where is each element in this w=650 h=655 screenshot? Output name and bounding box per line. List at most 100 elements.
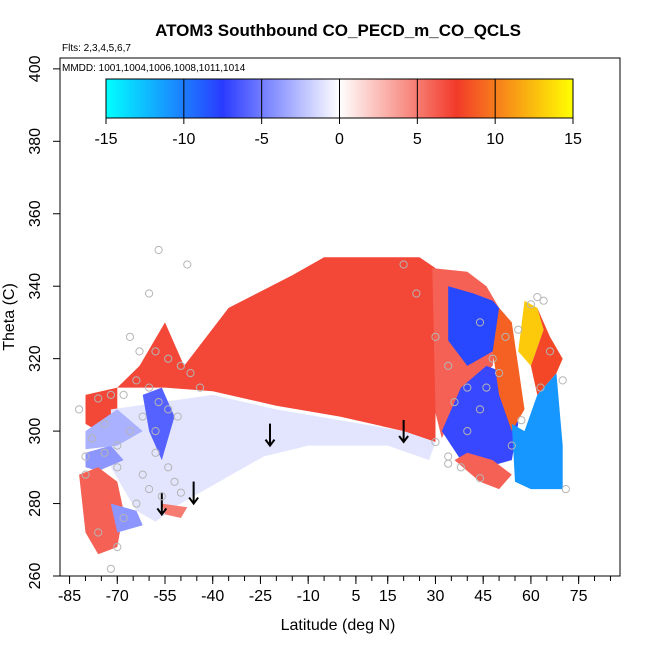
sample-point <box>81 452 90 461</box>
colorbar: -15 -10 -5 0 5 10 15 <box>94 78 582 148</box>
x-tick-label: -55 <box>153 588 176 605</box>
x-tick-label: -10 <box>297 588 320 605</box>
sample-point <box>151 347 160 356</box>
x-tick-label: -85 <box>58 588 81 605</box>
field-region-southern-surface-red-2 <box>161 503 188 518</box>
field-region-southern-blue-tongue <box>85 409 143 450</box>
sample-point <box>87 434 96 443</box>
sample-point <box>132 499 141 508</box>
sample-point <box>444 452 453 461</box>
sample-point <box>100 419 109 428</box>
y-tick-label: 400 <box>27 55 44 82</box>
sample-point <box>517 416 526 425</box>
y-tick-label: 360 <box>27 200 44 227</box>
sample-point <box>526 300 536 309</box>
colorbar-tick-label: 0 <box>335 131 344 148</box>
field-region-nh-yellow-core <box>518 300 544 366</box>
dates-note: MMDD: 1001,1004,1006,1008,1011,1014 <box>62 63 246 74</box>
sample-point <box>154 398 163 407</box>
colorbar-tick-label: -15 <box>94 131 117 148</box>
colorbar-tick-label: -5 <box>255 131 269 148</box>
sample-point <box>533 293 542 302</box>
sample-point <box>154 245 163 255</box>
field-region-southern-polar-blue <box>85 445 124 471</box>
sample-point <box>173 412 182 421</box>
y-axis: 260 280 300 320 340 360 380 400 <box>27 55 60 589</box>
sample-point <box>444 459 453 468</box>
x-axis-label: Latitude (deg N) <box>281 617 396 634</box>
sample-point <box>125 332 135 341</box>
x-tick-label: 5 <box>351 588 360 605</box>
sample-point <box>463 427 472 436</box>
sample-point <box>558 376 567 385</box>
sample-point <box>135 347 144 356</box>
sample-point <box>561 485 571 494</box>
sample-point <box>539 296 548 305</box>
sample-point <box>106 564 116 573</box>
sample-point <box>94 394 103 403</box>
sample-point <box>138 412 147 421</box>
x-tick-label: -70 <box>106 588 129 605</box>
sample-point <box>75 405 84 414</box>
sample-points <box>75 245 571 573</box>
sample-point <box>475 405 485 414</box>
colorbar-tick-label: 10 <box>486 131 504 148</box>
y-tick-label: 380 <box>27 128 44 155</box>
sample-point <box>113 463 122 472</box>
x-tick-label: 45 <box>474 588 492 605</box>
x-tick-label: 75 <box>570 588 588 605</box>
sample-point <box>170 477 179 486</box>
colorbar-tick-label: 15 <box>564 131 582 148</box>
sample-point <box>151 427 160 436</box>
sample-point <box>444 361 453 370</box>
sample-point <box>132 376 141 385</box>
sample-point <box>186 369 195 378</box>
sample-point <box>536 383 545 392</box>
sample-point <box>113 542 122 552</box>
sample-point <box>145 383 154 392</box>
x-axis: -85 -70 -55 -40 -25 -10 5 15 30 45 60 75 <box>58 576 611 605</box>
sample-point <box>431 332 440 341</box>
sample-point <box>431 437 440 447</box>
sample-point <box>195 383 205 392</box>
y-axis-label: Theta (C) <box>1 283 18 351</box>
x-tick-label: -25 <box>249 588 272 605</box>
x-tick-label: 30 <box>427 588 445 605</box>
field-region-lower-tropospheric-layer <box>110 394 436 522</box>
flight-arrow <box>156 492 168 517</box>
field-region-southern-surface-red <box>79 467 124 555</box>
flight-arrows <box>156 419 409 517</box>
x-tick-label: -40 <box>201 588 224 605</box>
sample-point <box>399 260 408 269</box>
y-tick-label: 320 <box>27 345 44 372</box>
field-region-upper-tropospheric-band <box>117 257 436 442</box>
sample-point <box>151 448 160 457</box>
sample-point <box>100 448 109 457</box>
y-tick-label: 280 <box>27 490 44 517</box>
sample-point <box>475 474 485 483</box>
sample-point <box>119 513 128 523</box>
flight-arrow <box>264 423 276 448</box>
sample-point <box>138 470 147 479</box>
sample-point <box>176 488 185 497</box>
x-tick-label: 15 <box>379 588 397 605</box>
y-tick-label: 340 <box>27 273 44 300</box>
sample-point <box>81 470 90 479</box>
sample-point <box>125 427 135 436</box>
colorbar-tick-label: 5 <box>413 131 422 148</box>
sample-point <box>113 441 122 450</box>
field-region-nh-orange-diagonal <box>492 307 525 432</box>
sample-point <box>507 441 516 450</box>
flights-note: Flts: 2,3,4,5,6,7 <box>62 43 131 54</box>
chart-title: ATOM3 Southbound CO_PECD_m_CO_QCLS <box>155 21 521 40</box>
sample-point <box>164 405 173 414</box>
sample-point <box>501 332 510 341</box>
sample-point <box>450 398 459 407</box>
sample-point <box>514 325 523 334</box>
arrow-head <box>156 507 168 517</box>
sample-point <box>164 463 173 472</box>
sample-point <box>119 390 128 399</box>
sample-point <box>545 347 555 356</box>
